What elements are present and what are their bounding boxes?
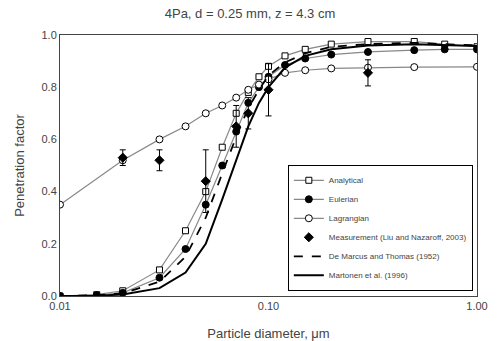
svg-text:Lagrangian: Lagrangian xyxy=(329,214,369,223)
svg-text:Measurement (Liu and Nazaroff,: Measurement (Liu and Nazaroff, 2003) xyxy=(329,233,467,242)
svg-text:De Marcus and Thomas (1952): De Marcus and Thomas (1952) xyxy=(329,252,440,261)
svg-text:0.6: 0.6 xyxy=(42,133,57,145)
svg-text:0.01: 0.01 xyxy=(49,300,70,312)
svg-text:1.0: 1.0 xyxy=(42,29,57,41)
svg-text:4Pa, d = 0.25 mm, z = 4.3 cm: 4Pa, d = 0.25 mm, z = 4.3 cm xyxy=(165,6,336,21)
svg-text:Analytical: Analytical xyxy=(329,176,363,185)
svg-text:Eulerian: Eulerian xyxy=(329,195,358,204)
svg-text:Particle diameter, μm: Particle diameter, μm xyxy=(207,326,329,341)
svg-text:Martonen et al. (1996): Martonen et al. (1996) xyxy=(329,271,408,280)
svg-text:0.2: 0.2 xyxy=(42,238,57,250)
svg-text:0.10: 0.10 xyxy=(258,300,279,312)
svg-text:0.0: 0.0 xyxy=(42,290,57,302)
svg-text:Penetration factor: Penetration factor xyxy=(12,114,27,217)
svg-text:0.8: 0.8 xyxy=(42,81,57,93)
svg-text:1.00: 1.00 xyxy=(466,300,487,312)
svg-text:0.4: 0.4 xyxy=(42,185,57,197)
